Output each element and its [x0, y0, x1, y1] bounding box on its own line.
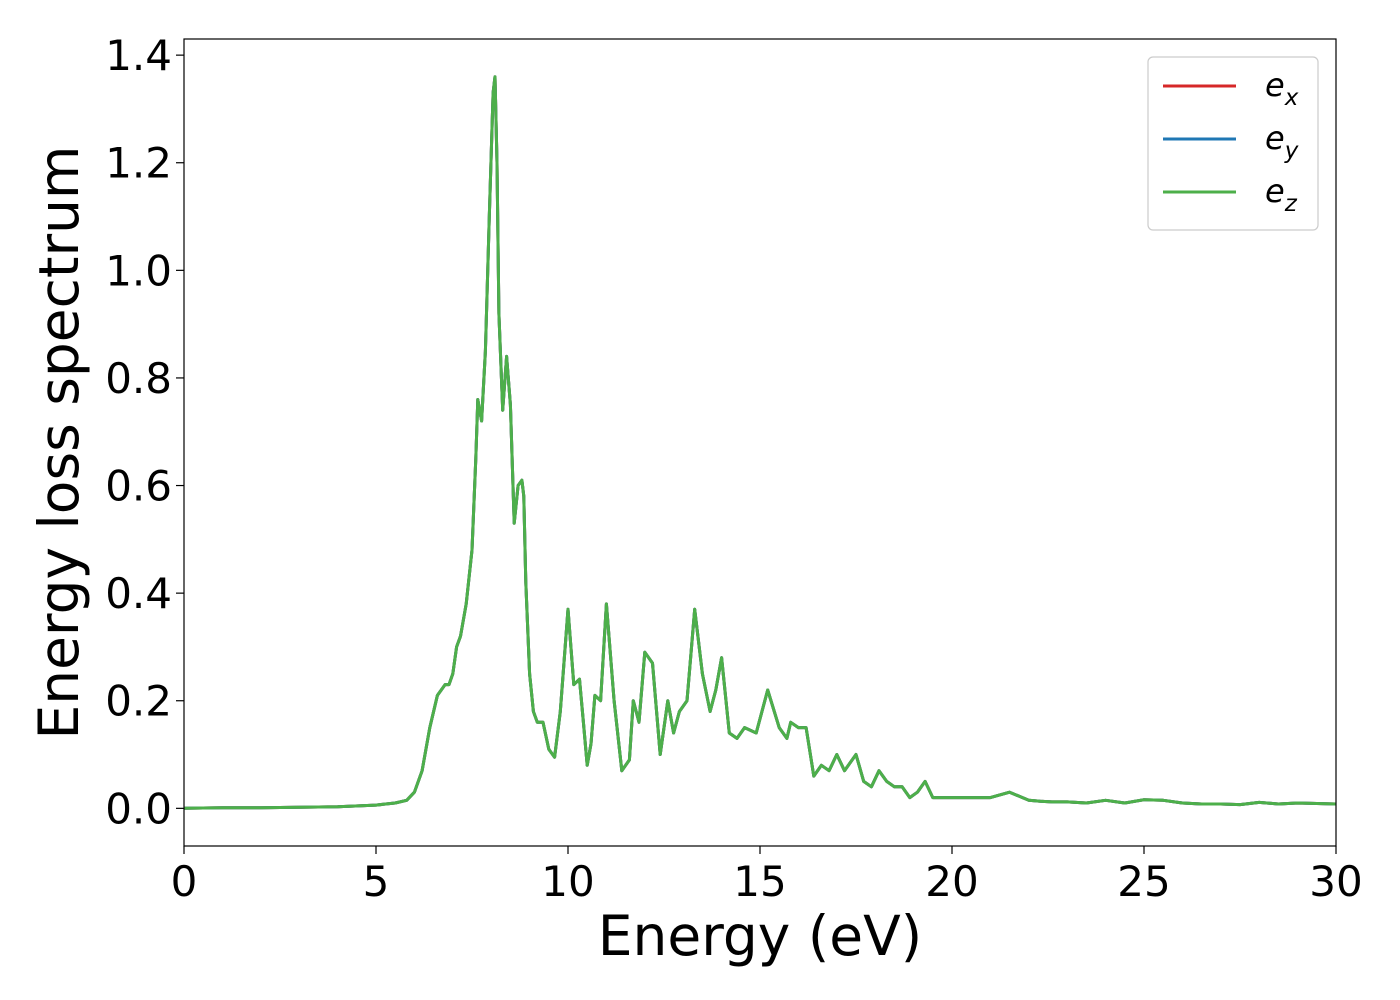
- x-tick-label: 30: [1309, 857, 1362, 906]
- x-tick-label: 10: [541, 857, 594, 906]
- y-tick-label: 1.0: [105, 246, 172, 295]
- y-tick-label: 0.6: [105, 462, 172, 511]
- x-tick-label: 20: [925, 857, 978, 906]
- y-tick-label: 1.4: [105, 31, 172, 80]
- legend-label-ey: ey: [1265, 119, 1299, 164]
- y-axis-title: Energy loss spectrum: [27, 145, 91, 739]
- y-tick-label: 0.4: [105, 569, 172, 618]
- x-tick-label: 15: [733, 857, 786, 906]
- y-tick-label: 0.8: [105, 354, 172, 403]
- legend-label-ex: ex: [1265, 66, 1299, 111]
- x-tick-label: 25: [1117, 857, 1170, 906]
- x-tick-label: 5: [363, 857, 390, 906]
- y-tick-label: 0.0: [105, 784, 172, 833]
- x-tick-label: 0: [171, 857, 198, 906]
- y-tick-label: 1.2: [105, 139, 172, 188]
- legend-box: [1147, 56, 1319, 231]
- legend-label-ez: ez: [1265, 172, 1298, 217]
- y-axis-ticks: 0.0 0.2 0.4 0.6 0.8 1.0 1.2 1.4: [105, 31, 184, 833]
- legend: ex ey ez: [1147, 56, 1319, 231]
- y-tick-label: 0.2: [105, 677, 172, 726]
- x-axis-title: Energy (eV): [598, 904, 922, 968]
- x-axis-ticks: 0 5 10 15 20 25 30: [171, 846, 1363, 906]
- series-line-e-z: [184, 75, 1336, 810]
- series-layer: [184, 75, 1336, 810]
